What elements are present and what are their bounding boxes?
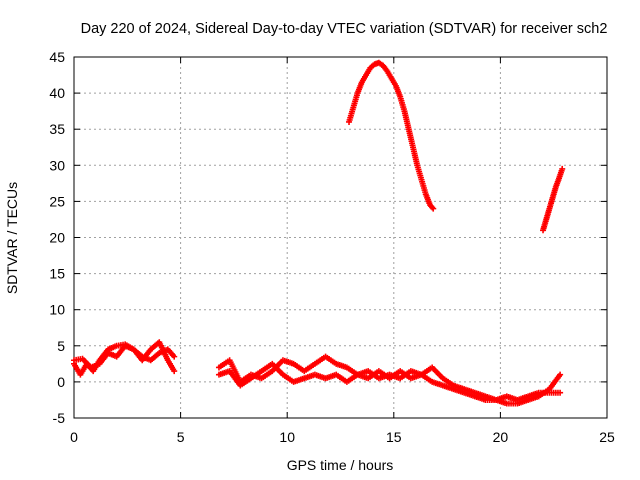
data-point [171, 353, 178, 360]
y-tick-label: 45 [49, 49, 65, 65]
y-tick-label: 35 [49, 121, 65, 137]
y-tick-label: 5 [57, 338, 65, 354]
y-tick-label: -5 [53, 410, 66, 426]
data-point [557, 389, 564, 396]
x-tick-label: 10 [279, 429, 295, 445]
y-tick-label: 10 [49, 302, 65, 318]
data-series [71, 59, 566, 407]
x-axis: 0 5 10 15 20 25 [70, 57, 615, 445]
x-tick-label: 15 [386, 429, 402, 445]
x-tick-label: 20 [493, 429, 509, 445]
data-point [171, 368, 178, 375]
series-arc-2b [215, 360, 564, 403]
y-tick-label: 40 [49, 85, 65, 101]
y-axis-label: SDTVAR / TECUs [4, 182, 20, 294]
y-tick-label: 15 [49, 266, 65, 282]
data-point [559, 165, 566, 172]
grid [74, 57, 607, 418]
y-axis: -5 0 5 10 15 20 25 30 35 40 45 [49, 49, 607, 426]
y-tick-label: 20 [49, 230, 65, 246]
series-arc-3 [346, 59, 437, 212]
series-arc-4 [540, 165, 566, 234]
series-arc-1b [71, 342, 178, 371]
chart-title: Day 220 of 2024, Sidereal Day-to-day VTE… [81, 21, 608, 37]
data-point [430, 205, 437, 212]
x-axis-label: GPS time / hours [287, 457, 394, 473]
y-tick-label: 0 [57, 374, 65, 390]
y-tick-label: 30 [49, 157, 65, 173]
x-tick-label: 25 [599, 429, 615, 445]
x-tick-label: 0 [70, 429, 78, 445]
x-tick-label: 5 [177, 429, 185, 445]
y-tick-label: 25 [49, 193, 65, 209]
data-point [557, 371, 564, 378]
